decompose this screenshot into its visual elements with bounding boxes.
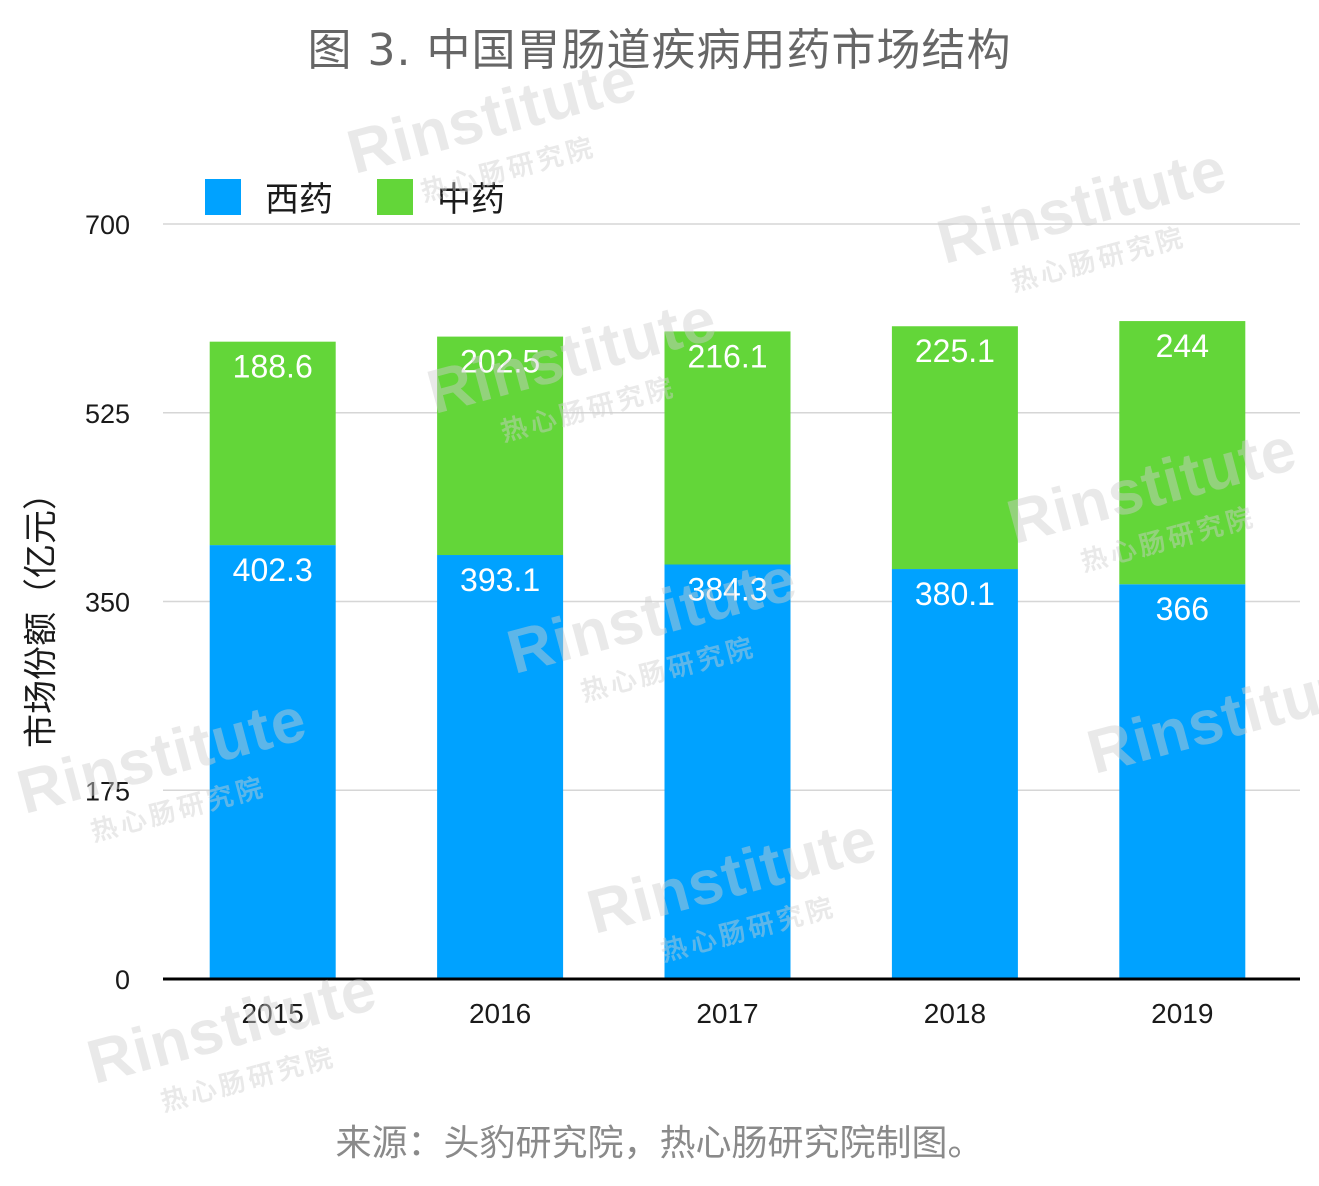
x-tick-label: 2016 xyxy=(469,998,531,1029)
bar-segment-chinese-medicine xyxy=(209,341,336,546)
chart-title: 图 3. 中国胃肠道疾病用药市场结构 xyxy=(307,25,1012,76)
data-label: 366 xyxy=(1156,591,1209,627)
bar-segment-western-medicine xyxy=(891,569,1018,979)
y-tick-label: 525 xyxy=(85,399,130,429)
data-label: 402.3 xyxy=(233,552,313,588)
legend-label-chinese-medicine: 中药 xyxy=(437,180,505,220)
legend-item-western-medicine: 西药 xyxy=(205,172,333,221)
x-tick-label: 2017 xyxy=(696,998,758,1029)
bar-segment-western-medicine xyxy=(209,545,336,979)
bar-segment-western-medicine xyxy=(437,555,564,979)
x-tick-label: 2018 xyxy=(924,998,986,1029)
data-label: 380.1 xyxy=(915,576,995,612)
legend-label-western-medicine: 西药 xyxy=(265,180,333,220)
x-tick-label: 2019 xyxy=(1151,998,1213,1029)
data-label: 188.6 xyxy=(233,349,313,385)
x-axis-ticks: 2015 2016 2017 2018 2019 xyxy=(242,998,1214,1029)
bar-segment-chinese-medicine xyxy=(664,331,791,565)
data-label: 225.1 xyxy=(915,333,995,369)
data-labels: 402.3 188.6 393.1 202.5 384.3 216.1 380.1 225.1… xyxy=(233,328,1209,627)
legend-item-chinese-medicine: 中药 xyxy=(377,172,505,221)
legend-swatch-chinese-medicine xyxy=(377,178,413,215)
data-label: 393.1 xyxy=(460,562,540,598)
data-label: 216.1 xyxy=(687,338,767,374)
y-tick-label: 0 xyxy=(115,965,130,995)
data-label: 202.5 xyxy=(460,344,540,380)
source-note: 来源：头豹研究院，热心肠研究院制图。 xyxy=(335,1123,984,1164)
data-label: 244 xyxy=(1156,328,1209,364)
y-tick-label: 700 xyxy=(85,210,130,240)
legend: 西药 中药 xyxy=(205,172,505,221)
y-axis-ticks: 0 175 350 525 700 xyxy=(85,210,130,995)
data-label: 384.3 xyxy=(687,572,767,608)
y-tick-label: 350 xyxy=(85,588,130,618)
y-tick-label: 175 xyxy=(85,776,130,806)
x-tick-label: 2015 xyxy=(242,998,304,1029)
bar-segment-western-medicine xyxy=(1119,584,1246,979)
bars xyxy=(209,321,1246,979)
bar-segment-western-medicine xyxy=(664,564,791,979)
legend-swatch-western-medicine xyxy=(205,178,241,215)
bar-segment-chinese-medicine xyxy=(437,336,564,556)
bar-segment-chinese-medicine xyxy=(1119,321,1246,585)
bar-segment-chinese-medicine xyxy=(891,326,1018,570)
